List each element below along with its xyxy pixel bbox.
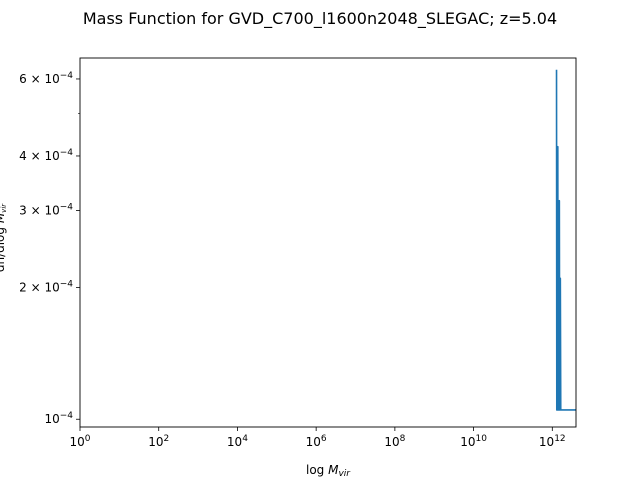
x-tick-label: 100 bbox=[69, 434, 90, 449]
series-line bbox=[555, 69, 576, 411]
x-axis: 100 102 104 106 108 1010 1012 bbox=[69, 427, 566, 449]
y-tick-label: 3 × 10−4 bbox=[19, 203, 73, 218]
chart-title: Mass Function for GVD_C700_l1600n2048_SL… bbox=[83, 9, 557, 29]
y-axis-label: dn/dlog Mvir bbox=[0, 203, 8, 272]
y-tick-label: 4 × 10−4 bbox=[19, 148, 73, 163]
plot-frame bbox=[79, 57, 577, 428]
y-tick-label: 2 × 10−4 bbox=[19, 280, 73, 295]
x-tick-label: 102 bbox=[148, 434, 169, 449]
y-tick-label: 10−4 bbox=[44, 411, 73, 426]
x-tick-label: 108 bbox=[384, 434, 405, 449]
x-tick-label: 1012 bbox=[539, 434, 566, 449]
y-tick-label: 6 × 10−4 bbox=[19, 71, 73, 86]
x-tick-label: 1010 bbox=[460, 434, 487, 449]
x-axis-label: log Mvir bbox=[306, 463, 351, 479]
x-tick-label: 106 bbox=[306, 434, 327, 449]
x-tick-label: 104 bbox=[227, 434, 248, 449]
y-axis: 10−4 2 × 10−4 3 × 10−4 4 × 10−4 6 × 10−4 bbox=[19, 71, 80, 426]
series-layer bbox=[555, 69, 576, 411]
